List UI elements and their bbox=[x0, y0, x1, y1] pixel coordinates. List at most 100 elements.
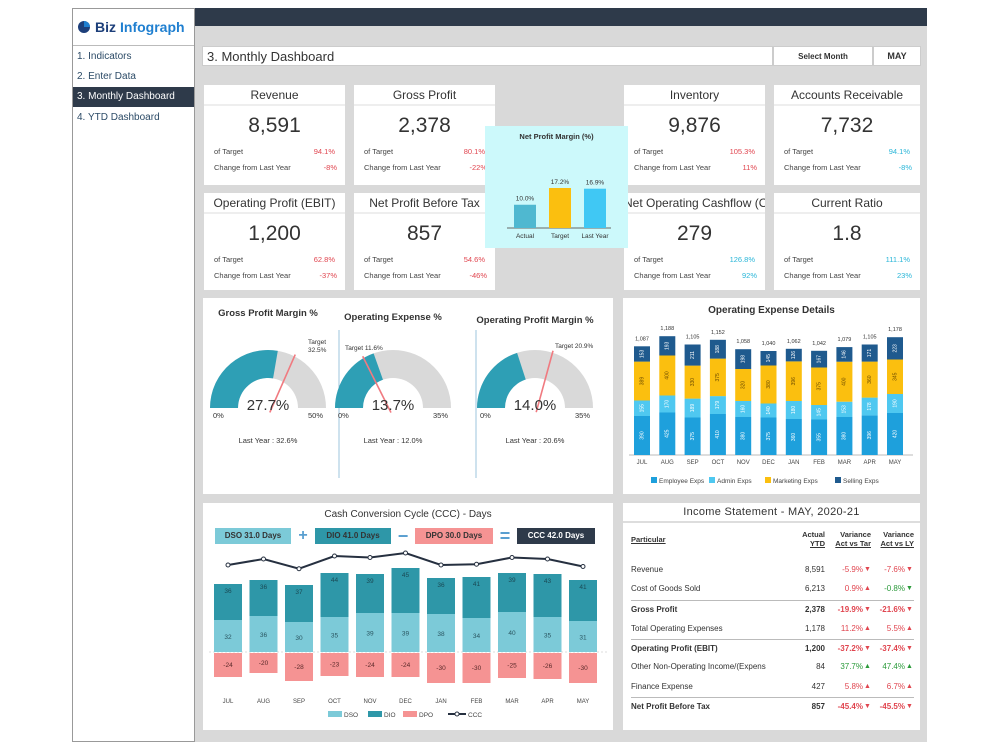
row-actual: 2,378 bbox=[804, 605, 825, 614]
dio-label: 41 bbox=[579, 584, 587, 591]
brand-name-1: Biz bbox=[95, 19, 116, 35]
segment-label: 410 bbox=[715, 430, 721, 439]
total-label: 1,105 bbox=[863, 335, 877, 341]
change-label: Change from Last Year bbox=[364, 163, 441, 172]
dpo-label: -24 bbox=[365, 662, 375, 669]
tick-label: APR bbox=[864, 460, 877, 466]
header-line: Act vs LY bbox=[880, 539, 915, 548]
bar-segment bbox=[634, 400, 650, 416]
change-value: -37% bbox=[319, 271, 337, 280]
kpi-title: Net Operating Cashflow (OCF) bbox=[624, 193, 765, 214]
row-var-ly: -21.6% bbox=[879, 605, 905, 614]
change-value: 23% bbox=[896, 271, 912, 280]
dpo-label: -23 bbox=[330, 662, 340, 669]
dso-bar bbox=[285, 622, 313, 652]
row-var-ly: 6.7% bbox=[886, 682, 905, 691]
of-target-label: of Target bbox=[634, 255, 664, 264]
segment-label: 396 bbox=[791, 377, 797, 386]
segment-label: 190 bbox=[892, 399, 898, 408]
bar-segment bbox=[684, 344, 701, 366]
month-select[interactable]: MAY bbox=[873, 46, 921, 66]
sidebar-item-monthly-dashboard[interactable]: 3. Monthly Dashboard bbox=[73, 87, 194, 107]
sidebar-item-enter-data[interactable]: 2. Enter Data bbox=[77, 71, 136, 82]
legend-label: DIO bbox=[384, 712, 396, 719]
segment-label: 179 bbox=[715, 401, 721, 410]
tick-label: Last Year bbox=[581, 233, 609, 240]
legend-swatch bbox=[651, 477, 657, 483]
row-var-target: 5.8% bbox=[844, 682, 863, 691]
row-var-ly: -0.8% bbox=[884, 584, 905, 593]
dso-bar bbox=[569, 621, 597, 652]
bar-segment bbox=[887, 394, 903, 413]
bar-segment bbox=[659, 355, 676, 396]
kpi-card: Accounts Receivable 7,732 of Target 94.1%… bbox=[774, 85, 920, 185]
dio-bar bbox=[533, 574, 562, 617]
legend-label: Marketing Exps bbox=[773, 478, 819, 485]
dpo-label: -28 bbox=[294, 664, 304, 671]
kpi-title: Gross Profit bbox=[354, 85, 495, 106]
total-label: 1,087 bbox=[635, 336, 649, 342]
segment-label: 375 bbox=[715, 373, 721, 382]
gauge-max: 35% bbox=[433, 411, 448, 420]
kpi-value: 857 bbox=[406, 222, 443, 245]
page-title: 3. Monthly Dashboard bbox=[202, 46, 773, 66]
target-label: Target bbox=[308, 339, 326, 346]
segment-label: 223 bbox=[892, 344, 898, 353]
bar-segment bbox=[861, 344, 878, 362]
dio-label: 39 bbox=[366, 578, 374, 585]
arrow-down-icon: ▼ bbox=[906, 585, 913, 592]
bar-segment bbox=[861, 361, 878, 398]
income-row: Gross Profit 2,378 -19.9% ▼ -21.6% ▼ bbox=[631, 600, 914, 618]
row-name: Gross Profit bbox=[631, 605, 678, 614]
sidebar-item-indicators[interactable]: 1. Indicators bbox=[77, 51, 132, 62]
row-actual: 857 bbox=[811, 702, 825, 711]
change-label: Change from Last Year bbox=[784, 163, 861, 172]
income-row: Other Non-Operating Income/(Expens 84 37… bbox=[631, 658, 914, 676]
row-actual: 427 bbox=[811, 682, 825, 691]
legend-label: DSO bbox=[344, 712, 358, 719]
segment-label: 345 bbox=[892, 372, 898, 381]
chart-title: Operating Expense Details bbox=[708, 305, 835, 316]
tick-label: APR bbox=[541, 699, 554, 705]
total-label: 1,062 bbox=[787, 339, 801, 345]
ccc-summary: CCC 42.0 Days bbox=[517, 528, 595, 544]
income-statement-panel: Income Statement - MAY, 2020-21 Particul… bbox=[623, 503, 920, 730]
legend-swatch bbox=[368, 711, 382, 717]
tick-label: MAY bbox=[889, 460, 902, 466]
row-var-ly: -45.5% bbox=[879, 702, 905, 711]
kpi-title: Net Profit Before Tax bbox=[354, 193, 495, 214]
of-target-value: 105.3% bbox=[729, 147, 755, 156]
ccc-label: 60 bbox=[402, 559, 409, 565]
dso-label: 35 bbox=[331, 633, 339, 640]
segment-label: 375 bbox=[816, 382, 822, 391]
dso-label: 39 bbox=[366, 631, 374, 638]
bar-segment bbox=[785, 401, 802, 419]
tick-label: NOV bbox=[363, 699, 376, 705]
dio-bar bbox=[462, 577, 491, 618]
dpo-label: -30 bbox=[436, 665, 446, 672]
row-var-target: 0.9% bbox=[844, 584, 863, 593]
kpi-value: 7,732 bbox=[820, 114, 874, 137]
segment-label: 171 bbox=[867, 349, 873, 358]
segment-label: 155 bbox=[639, 404, 645, 413]
header-line: YTD bbox=[810, 539, 825, 548]
of-target-label: of Target bbox=[784, 147, 814, 156]
kpi-value: 8,591 bbox=[248, 114, 301, 137]
bar-segment bbox=[861, 415, 878, 455]
row-name: Operating Profit (EBIT) bbox=[631, 644, 718, 653]
sidebar-item-ytd-dashboard[interactable]: 4. YTD Dashboard bbox=[77, 112, 160, 123]
tick-label: OCT bbox=[328, 699, 341, 705]
kpi-value: 1,200 bbox=[248, 222, 301, 245]
kpi-title: Current Ratio bbox=[774, 193, 920, 214]
segment-label: 400 bbox=[842, 377, 848, 386]
data-label: 17.2% bbox=[551, 179, 570, 186]
dpo-bar bbox=[320, 653, 349, 676]
arrow-down-icon: ▼ bbox=[864, 566, 871, 573]
segment-label: 375 bbox=[690, 432, 696, 441]
bar-segment bbox=[887, 359, 903, 394]
income-row: Operating Profit (EBIT) 1,200 -37.2% ▼ -… bbox=[631, 639, 914, 657]
data-label: 10.0% bbox=[516, 196, 535, 203]
arrow-down-icon: ▼ bbox=[864, 645, 871, 652]
dso-bar bbox=[320, 617, 349, 652]
tick-label: JAN bbox=[435, 699, 446, 705]
